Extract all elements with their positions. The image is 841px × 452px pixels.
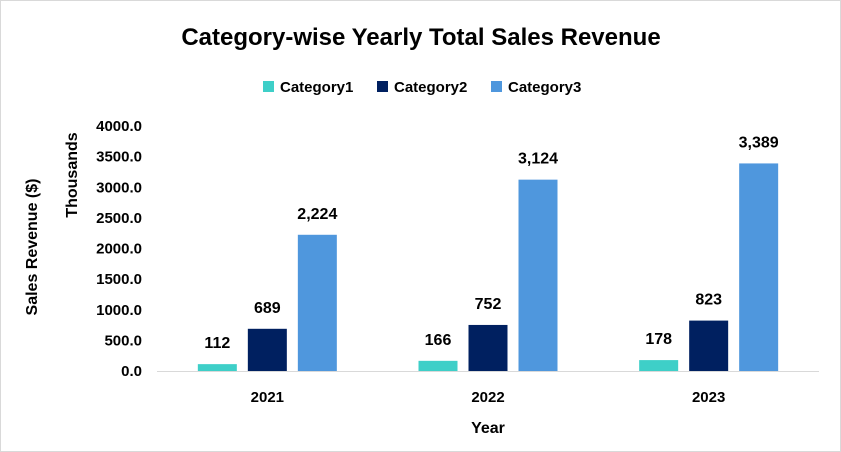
- data-labels: 112 689 2,224 166 752 3,124 178 823 3,389: [204, 134, 778, 352]
- legend-label-category2: Category2: [394, 79, 467, 96]
- bar-category1-2021: [197, 364, 237, 371]
- data-label-category2-2021: 689: [254, 300, 281, 317]
- legend: Category1 Category2 Category3: [263, 79, 581, 96]
- bar-category2-2021: [247, 328, 287, 371]
- y-tick-label: 3500.0: [96, 149, 142, 166]
- y-tick-label: 1500.0: [96, 271, 142, 288]
- y-tick-label: 2500.0: [96, 210, 142, 227]
- bar-category3-2023: [739, 163, 779, 371]
- y-tick-label: 0.0: [121, 363, 142, 380]
- bar-category1-2022: [418, 360, 458, 371]
- x-axis-title: Year: [471, 420, 505, 437]
- data-label-category3-2023: 3,389: [739, 134, 779, 151]
- y-axis-ticks: 0.0 500.0 1000.0 1500.0 2000.0 2500.0 3000.0 35…: [96, 118, 142, 380]
- data-label-category3-2021: 2,224: [297, 206, 337, 223]
- data-label-category2-2022: 752: [475, 296, 502, 313]
- data-label-category1-2021: 112: [204, 335, 230, 352]
- x-tick-label: 2023: [692, 389, 725, 406]
- bar-category1-2023: [639, 360, 679, 371]
- bar-category3-2021: [297, 234, 337, 371]
- y-tick-label: 3000.0: [96, 179, 142, 196]
- bar-category3-2022: [518, 179, 558, 371]
- legend-label-category1: Category1: [280, 79, 353, 96]
- legend-swatch-category3: [491, 81, 502, 92]
- y-axis-title: Sales Revenue ($): [24, 179, 41, 316]
- legend-swatch-category2: [377, 81, 388, 92]
- y-tick-label: 500.0: [104, 332, 142, 349]
- bars: [197, 163, 779, 371]
- bar-category2-2023: [689, 320, 729, 371]
- y-axis-unit-label: Thousands: [64, 132, 81, 217]
- x-tick-label: 2021: [251, 389, 284, 406]
- legend-swatch-category1: [263, 81, 274, 92]
- bar-category2-2022: [468, 324, 508, 371]
- x-axis-ticks: 2021 2022 2023: [251, 389, 726, 406]
- y-tick-label: 2000.0: [96, 241, 142, 258]
- data-label-category1-2023: 178: [645, 331, 672, 348]
- y-tick-label: 1000.0: [96, 302, 142, 319]
- y-tick-label: 4000.0: [96, 118, 142, 135]
- data-label-category1-2022: 166: [425, 332, 452, 349]
- chart-title: Category-wise Yearly Total Sales Revenue: [181, 24, 660, 51]
- data-label-category3-2022: 3,124: [518, 151, 558, 168]
- x-tick-label: 2022: [471, 389, 504, 406]
- legend-label-category3: Category3: [508, 79, 581, 96]
- data-label-category2-2023: 823: [695, 292, 722, 309]
